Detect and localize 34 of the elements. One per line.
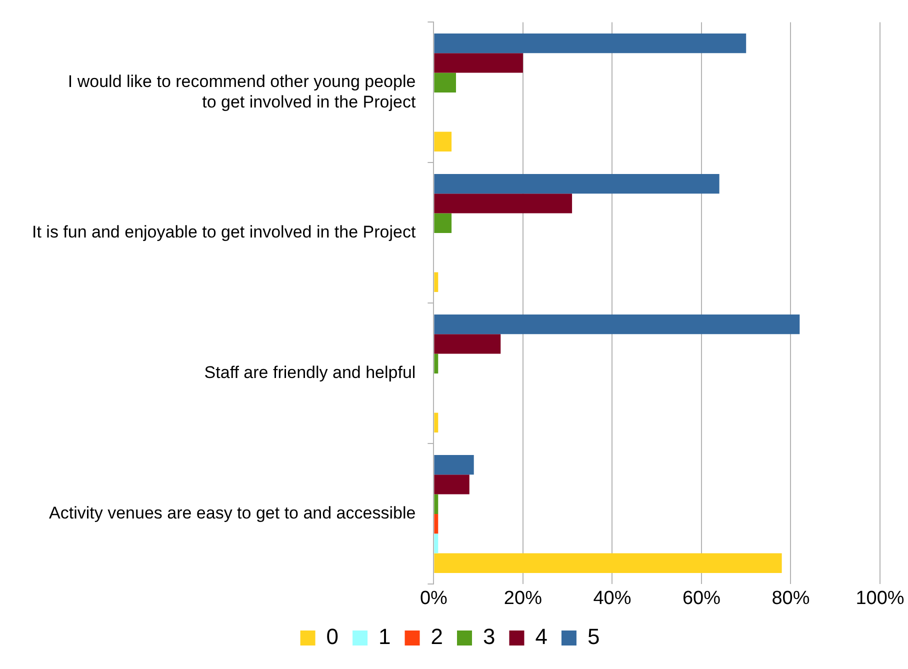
bar bbox=[434, 272, 438, 292]
legend-label: 4 bbox=[535, 624, 548, 650]
bar bbox=[434, 53, 523, 73]
bar bbox=[434, 174, 720, 194]
x-tick-label: 60% bbox=[682, 588, 721, 609]
legend-label: 1 bbox=[378, 624, 391, 650]
bar bbox=[434, 454, 474, 475]
y-tick-label: Activity venues are easy to get to and accessible bbox=[49, 504, 416, 523]
y-tick-label: I would like to recommend other young people to get involved in the Project bbox=[68, 72, 416, 112]
x-tick-label: 40% bbox=[593, 588, 632, 609]
legend-label: 2 bbox=[430, 624, 444, 650]
x-tick-label: 0% bbox=[420, 588, 448, 609]
bar bbox=[434, 72, 456, 92]
bar bbox=[434, 494, 438, 514]
bar bbox=[434, 132, 452, 152]
bar bbox=[434, 514, 438, 534]
x-tick-label: 100% bbox=[856, 588, 904, 609]
bar bbox=[434, 553, 782, 573]
bar bbox=[434, 314, 800, 334]
bar bbox=[434, 213, 452, 233]
x-tick-label: 20% bbox=[504, 588, 542, 609]
y-tick-label: Staff are friendly and helpful bbox=[204, 363, 416, 382]
legend-label: 5 bbox=[587, 624, 600, 650]
bar bbox=[434, 194, 572, 214]
bar bbox=[434, 534, 438, 554]
legend-label: 3 bbox=[483, 624, 496, 650]
y-tick-label: It is fun and enjoyable to get involved in the Project bbox=[32, 222, 416, 242]
bar bbox=[434, 33, 746, 54]
bar bbox=[434, 412, 438, 432]
bar bbox=[434, 354, 438, 374]
bar bbox=[434, 474, 470, 494]
bar bbox=[434, 334, 501, 354]
x-tick-label: 80% bbox=[772, 588, 810, 609]
legend-label: 0 bbox=[326, 624, 339, 650]
